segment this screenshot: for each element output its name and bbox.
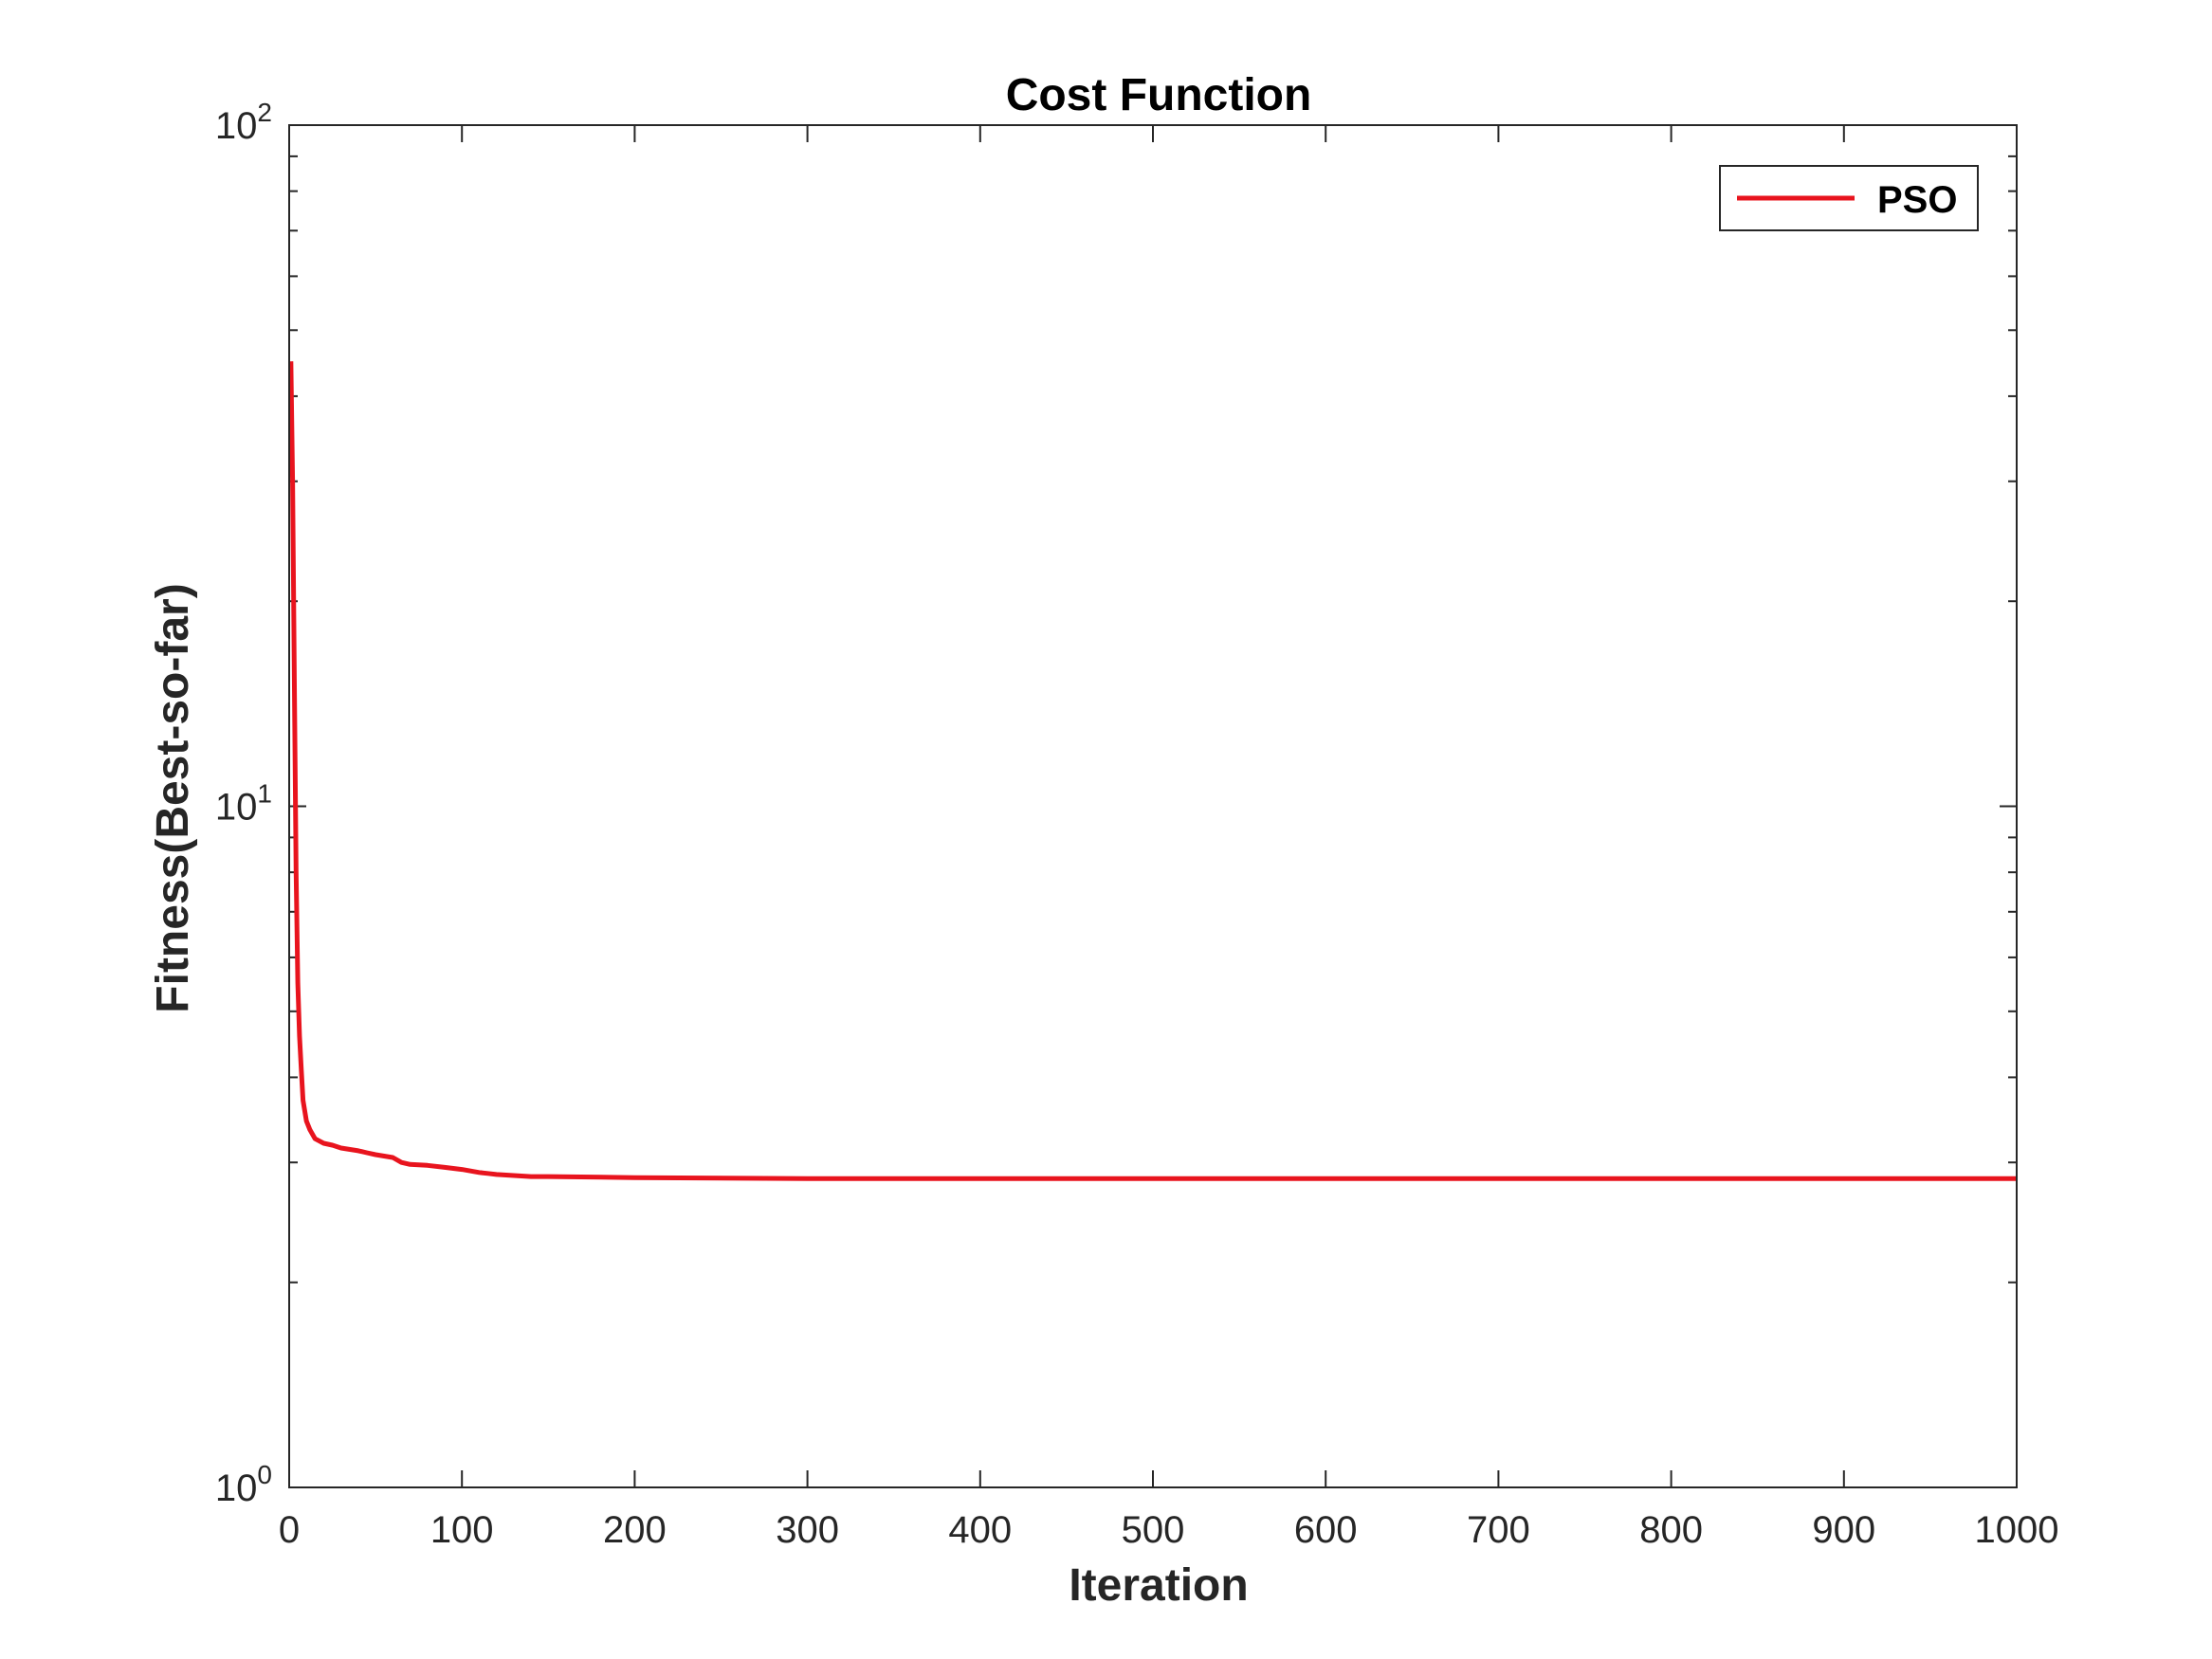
- y-tick-label-exponent: 1: [257, 779, 272, 809]
- x-tick-label: 200: [603, 1509, 667, 1551]
- x-tick-label: 600: [1294, 1509, 1358, 1551]
- y-tick-label-exponent: 2: [257, 98, 272, 127]
- plot-frame: [288, 124, 2018, 1488]
- x-tick-label: 100: [430, 1509, 494, 1551]
- y-tick-label-exponent: 0: [257, 1460, 272, 1489]
- y-tick-label: 102: [215, 98, 272, 147]
- y-axis-label: Fitness(Best-so-far): [148, 583, 198, 1012]
- y-tick-label-base: 10: [215, 787, 258, 829]
- x-tick-labels: 0 100 200 300 400 500 600 700 800 900 1000: [279, 1509, 2059, 1551]
- x-axis-label: Iteration: [1069, 1560, 1248, 1611]
- x-tick-label: 1000: [1975, 1509, 2059, 1551]
- legend-label-pso: PSO: [1877, 179, 1957, 221]
- y-tick-label: 100: [215, 1460, 272, 1509]
- y-tick-label: 101: [215, 779, 272, 829]
- x-tick-label: 700: [1467, 1509, 1530, 1551]
- x-tick-label: 0: [279, 1509, 300, 1551]
- x-tick-label: 800: [1639, 1509, 1703, 1551]
- y-tick-label-base: 10: [215, 1468, 258, 1509]
- plot-area: [289, 125, 2017, 1487]
- series-line-pso: [288, 361, 2017, 1181]
- series-layer: [288, 361, 2017, 1181]
- chart-title: Cost Function: [1006, 70, 1312, 120]
- x-tick-label: 900: [1812, 1509, 1875, 1551]
- y-tick-label-base: 10: [215, 105, 258, 147]
- x-tick-label: 500: [1122, 1509, 1185, 1551]
- x-tick-label: 300: [776, 1509, 839, 1551]
- x-tick-label: 400: [948, 1509, 1012, 1551]
- legend: PSO: [1719, 165, 1979, 231]
